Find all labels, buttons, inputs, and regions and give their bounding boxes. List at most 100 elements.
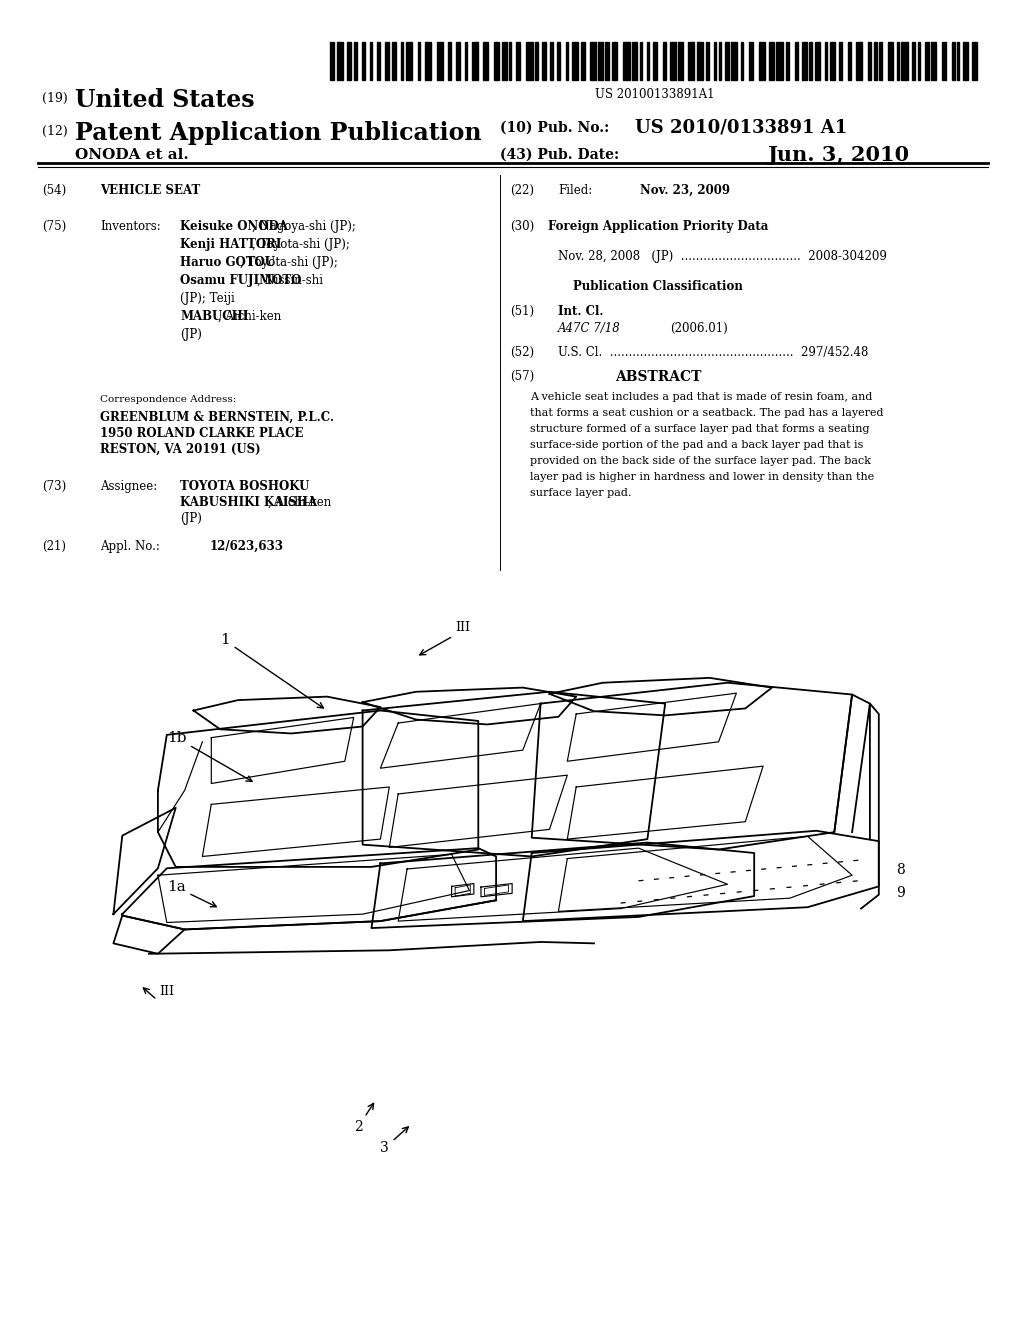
Bar: [624, 42, 630, 81]
Bar: [407, 42, 412, 81]
Text: (73): (73): [42, 480, 67, 492]
Bar: [605, 42, 609, 81]
Text: (75): (75): [42, 220, 67, 234]
Text: MABUCHI: MABUCHI: [180, 310, 248, 323]
Text: (10) Pub. No.:: (10) Pub. No.:: [500, 121, 609, 135]
Bar: [526, 42, 532, 81]
Text: 8: 8: [896, 863, 904, 878]
Text: Inventors:: Inventors:: [100, 220, 161, 234]
Bar: [612, 42, 617, 81]
Text: Keisuke ONODA: Keisuke ONODA: [180, 220, 288, 234]
Bar: [715, 42, 717, 81]
Bar: [447, 42, 451, 81]
Text: (22): (22): [510, 183, 534, 197]
Text: Appl. No.:: Appl. No.:: [100, 540, 160, 553]
Text: TOYOTA BOSHOKU: TOYOTA BOSHOKU: [180, 480, 309, 492]
Text: , Aichi-ken: , Aichi-ken: [268, 496, 331, 510]
Bar: [769, 42, 774, 81]
Bar: [707, 42, 710, 81]
Text: (30): (30): [510, 220, 535, 234]
Text: 12/623,633: 12/623,633: [210, 540, 284, 553]
Bar: [888, 42, 893, 81]
Text: 3: 3: [380, 1127, 409, 1155]
Text: provided on the back side of the surface layer pad. The back: provided on the back side of the surface…: [530, 455, 871, 466]
Bar: [362, 42, 366, 81]
Bar: [759, 42, 765, 81]
Bar: [795, 42, 798, 81]
Text: surface-side portion of the pad and a back layer pad that is: surface-side portion of the pad and a ba…: [530, 440, 863, 450]
Text: Patent Application Publication: Patent Application Publication: [75, 121, 481, 145]
Bar: [972, 42, 977, 81]
Bar: [670, 42, 676, 81]
Bar: [815, 42, 820, 81]
Text: U.S. Cl.  .................................................  297/452.48: U.S. Cl. ...............................…: [558, 346, 868, 359]
Bar: [346, 42, 350, 81]
Text: KABUSHIKI KAISHA: KABUSHIKI KAISHA: [180, 496, 317, 510]
Text: Filed:: Filed:: [558, 183, 592, 197]
Text: Int. Cl.: Int. Cl.: [558, 305, 603, 318]
Text: RESTON, VA 20191 (US): RESTON, VA 20191 (US): [100, 444, 261, 455]
Text: III: III: [159, 985, 174, 998]
Text: that forms a seat cushion or a seatback. The pad has a layered: that forms a seat cushion or a seatback.…: [530, 408, 884, 418]
Text: (19): (19): [42, 92, 68, 106]
Text: ONODA et al.: ONODA et al.: [75, 148, 188, 162]
Bar: [926, 42, 930, 81]
Bar: [509, 42, 511, 81]
Bar: [810, 42, 812, 81]
Bar: [942, 42, 946, 81]
Bar: [401, 42, 403, 81]
Text: Jun. 3, 2010: Jun. 3, 2010: [768, 145, 910, 165]
Bar: [964, 42, 968, 81]
Bar: [873, 42, 877, 81]
Text: 1: 1: [220, 634, 324, 708]
Text: Assignee:: Assignee:: [100, 480, 158, 492]
Bar: [392, 42, 396, 81]
Bar: [653, 42, 656, 81]
Text: Correspondence Address:: Correspondence Address:: [100, 395, 237, 404]
Bar: [550, 42, 553, 81]
Bar: [591, 42, 596, 81]
Text: Osamu FUJIMOTO: Osamu FUJIMOTO: [180, 275, 301, 286]
Text: , Toyota-shi (JP);: , Toyota-shi (JP);: [252, 238, 349, 251]
Text: 1a: 1a: [167, 880, 216, 907]
Bar: [632, 42, 637, 81]
Bar: [542, 42, 546, 81]
Bar: [456, 42, 460, 81]
Bar: [825, 42, 827, 81]
Bar: [418, 42, 420, 81]
Bar: [901, 42, 907, 81]
Bar: [472, 42, 478, 81]
Text: (43) Pub. Date:: (43) Pub. Date:: [500, 148, 620, 162]
Bar: [353, 42, 357, 81]
Text: (12): (12): [42, 125, 68, 139]
Text: 2: 2: [353, 1104, 374, 1134]
Bar: [663, 42, 666, 81]
Bar: [581, 42, 586, 81]
Text: 1b: 1b: [167, 731, 252, 781]
Text: US 20100133891A1: US 20100133891A1: [595, 88, 715, 102]
Text: GREENBLUM & BERNSTEIN, P.L.C.: GREENBLUM & BERNSTEIN, P.L.C.: [100, 411, 334, 424]
Bar: [495, 42, 500, 81]
Text: , Toyota-shi (JP);: , Toyota-shi (JP);: [241, 256, 338, 269]
Bar: [557, 42, 560, 81]
Text: (57): (57): [510, 370, 535, 383]
Text: Publication Classification: Publication Classification: [573, 280, 743, 293]
Bar: [868, 42, 871, 81]
Text: (JP): (JP): [180, 512, 202, 525]
Bar: [731, 42, 737, 81]
Bar: [425, 42, 431, 81]
Text: A vehicle seat includes a pad that is made of resin foam, and: A vehicle seat includes a pad that is ma…: [530, 392, 872, 403]
Bar: [697, 42, 703, 81]
Bar: [957, 42, 959, 81]
Bar: [776, 42, 782, 81]
Bar: [879, 42, 882, 81]
Text: , Aichi-ken: , Aichi-ken: [218, 310, 282, 323]
Text: (54): (54): [42, 183, 67, 197]
Bar: [802, 42, 808, 81]
Bar: [749, 42, 753, 81]
Bar: [437, 42, 442, 81]
Bar: [598, 42, 603, 81]
Bar: [911, 42, 914, 81]
Bar: [385, 42, 389, 81]
Bar: [918, 42, 920, 81]
